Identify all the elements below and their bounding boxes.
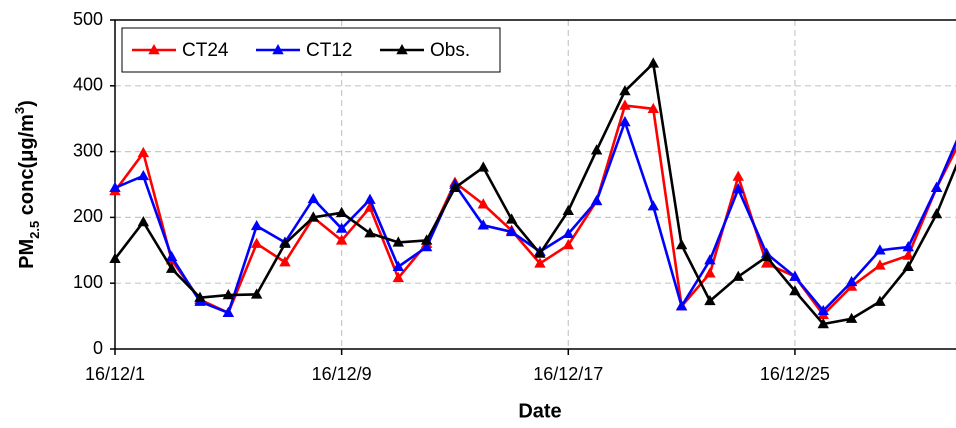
point-marker <box>279 256 291 267</box>
point-marker <box>222 289 235 300</box>
legend-label: CT12 <box>306 40 352 61</box>
point-marker <box>477 198 489 209</box>
point-marker <box>505 213 518 224</box>
point-marker <box>477 219 489 230</box>
point-marker <box>250 288 263 299</box>
point-marker <box>902 241 914 252</box>
point-marker <box>902 249 914 260</box>
point-marker <box>420 241 433 252</box>
point-marker <box>675 239 688 250</box>
x-tick-label: 16/12/17 <box>533 364 603 384</box>
point-marker <box>335 222 348 233</box>
point-marker <box>477 161 489 172</box>
point-marker <box>874 295 886 306</box>
point-marker <box>760 257 773 268</box>
y-tick-label: 400 <box>73 75 103 95</box>
point-marker <box>590 144 603 155</box>
point-marker <box>307 211 320 222</box>
point-marker <box>335 234 348 245</box>
point-marker <box>109 181 121 192</box>
point-marker <box>704 294 716 306</box>
point-marker <box>165 250 178 262</box>
point-marker <box>732 183 744 194</box>
point-marker <box>137 216 150 227</box>
point-marker <box>364 193 376 204</box>
point-marker <box>279 237 291 248</box>
point-marker <box>647 102 659 114</box>
x-tick-label: 16/12/1 <box>85 364 145 384</box>
y-axis-label-part: PM <box>16 239 38 269</box>
point-marker <box>335 206 348 217</box>
y-tick-label: 300 <box>73 140 103 160</box>
point-marker <box>392 260 404 271</box>
point-marker <box>534 257 546 268</box>
y-axis-label-part: conc(μg/m <box>16 114 38 221</box>
legend-label: Obs. <box>430 40 470 61</box>
point-marker <box>165 262 178 273</box>
y-axis-label-part: ) <box>16 100 38 107</box>
point-marker <box>704 267 716 278</box>
point-marker <box>137 169 150 181</box>
point-marker <box>194 291 206 302</box>
point-marker <box>845 275 858 287</box>
point-marker <box>505 225 518 237</box>
point-marker <box>930 208 943 219</box>
y-axis-label: PM2.5 conc(μg/m3) <box>12 100 42 269</box>
point-marker <box>647 57 659 68</box>
point-marker <box>817 317 829 329</box>
point-marker <box>590 194 603 206</box>
point-marker <box>562 204 574 216</box>
legend-marker <box>272 44 284 55</box>
legend-marker <box>148 44 160 55</box>
point-marker <box>307 192 320 204</box>
point-marker <box>562 239 574 250</box>
point-marker <box>704 254 716 265</box>
point-marker <box>732 170 744 181</box>
point-marker <box>137 146 150 158</box>
y-tick-label: 100 <box>73 272 103 292</box>
point-marker <box>562 227 574 239</box>
point-marker <box>392 236 404 247</box>
point-marker <box>789 270 801 281</box>
point-marker <box>109 252 121 264</box>
point-marker <box>364 227 376 238</box>
point-marker <box>675 300 688 311</box>
point-marker <box>619 99 631 110</box>
point-marker <box>392 271 404 283</box>
x-tick-label: 16/12/25 <box>760 364 830 384</box>
x-axis-label: Date <box>518 400 561 422</box>
point-marker <box>874 244 886 255</box>
point-marker <box>619 85 631 96</box>
point-marker <box>449 181 461 192</box>
point-marker <box>619 115 631 127</box>
y-axis-label-part: 2.5 <box>27 221 42 239</box>
point-marker <box>420 234 433 245</box>
point-marker <box>534 247 546 258</box>
legend-marker <box>396 44 408 55</box>
point-marker <box>874 259 886 270</box>
y-tick-label: 0 <box>93 338 103 358</box>
plot-area <box>109 57 956 329</box>
point-marker <box>930 181 943 192</box>
point-marker <box>732 270 744 281</box>
legend-box <box>121 27 501 73</box>
point-marker <box>250 237 263 248</box>
x-tick-label: 16/12/9 <box>312 364 372 384</box>
legend-label: CT24 <box>182 40 229 61</box>
y-tick-label: 200 <box>73 206 103 226</box>
point-marker <box>647 200 659 211</box>
point-marker <box>902 260 914 271</box>
y-tick-label: 500 <box>73 9 103 29</box>
point-marker <box>845 312 858 323</box>
point-marker <box>250 219 263 231</box>
point-marker <box>789 285 801 296</box>
point-marker <box>222 306 235 318</box>
point-marker <box>760 250 773 262</box>
y-axis-label-part: 3 <box>12 107 27 114</box>
point-marker <box>817 304 829 316</box>
